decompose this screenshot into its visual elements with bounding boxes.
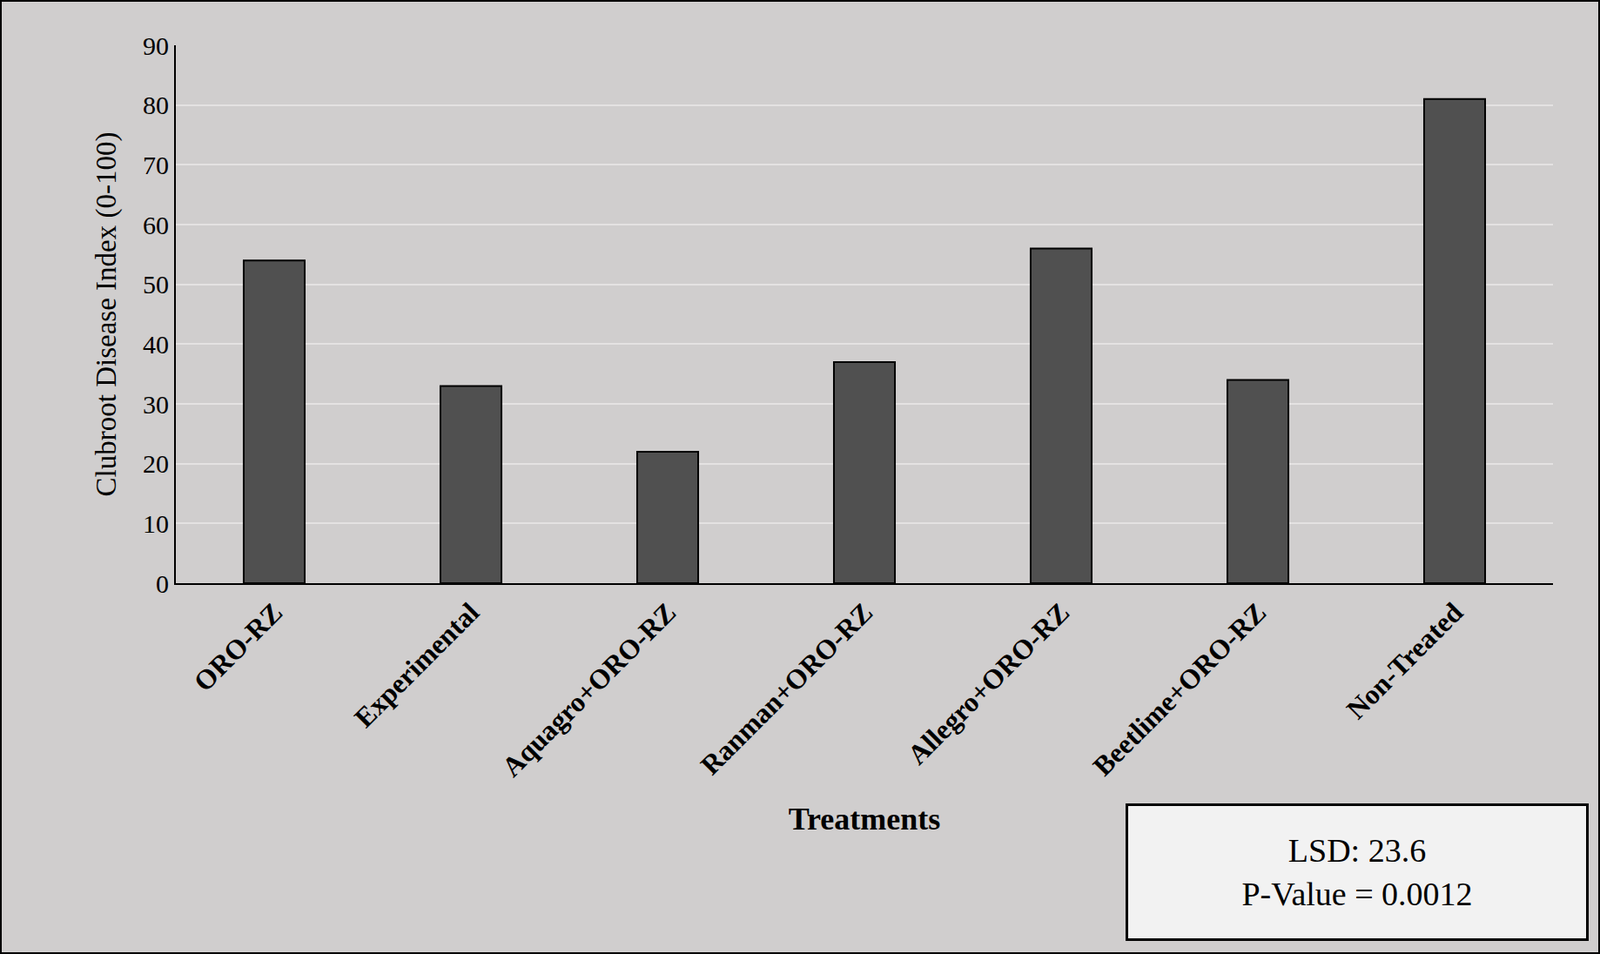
svg-text:0: 0 (155, 569, 169, 599)
svg-text:Non-Treated: Non-Treated (1339, 596, 1469, 726)
svg-text:Ranman+ORO-RZ: Ranman+ORO-RZ (693, 596, 879, 781)
svg-text:50: 50 (142, 269, 169, 299)
svg-text:20: 20 (142, 449, 169, 478)
svg-text:70: 70 (142, 150, 169, 180)
svg-text:10: 10 (142, 509, 169, 538)
svg-text:Clubroot Disease Index (0-100): Clubroot Disease Index (0-100) (90, 132, 123, 498)
svg-text:Experimental: Experimental (348, 596, 486, 734)
svg-text:ORO-RZ: ORO-RZ (187, 596, 289, 698)
svg-text:Allegro+ORO-RZ: Allegro+ORO-RZ (900, 596, 1076, 771)
svg-text:80: 80 (142, 90, 169, 120)
svg-text:60: 60 (142, 210, 169, 240)
svg-text:30: 30 (142, 389, 169, 419)
svg-text:Treatments: Treatments (788, 801, 942, 837)
svg-text:Beetlime+ORO-RZ: Beetlime+ORO-RZ (1086, 596, 1272, 782)
svg-text:LSD: 23.6P-Value = 0.0012: LSD: 23.6P-Value = 0.0012 (1241, 832, 1473, 912)
svg-text:90: 90 (142, 31, 169, 61)
svg-text:40: 40 (142, 329, 169, 359)
svg-text:Aquagro+ORO-RZ: Aquagro+ORO-RZ (495, 596, 682, 783)
